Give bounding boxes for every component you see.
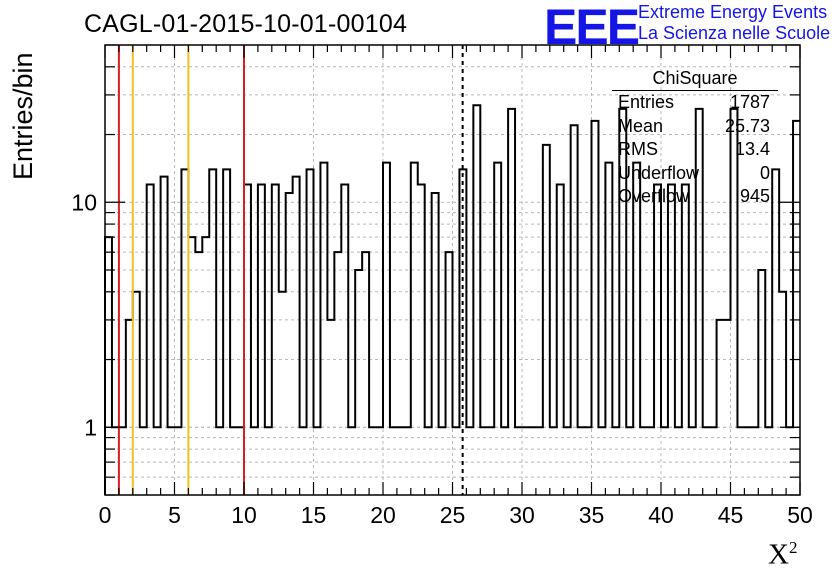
x-tick-label: 15 (301, 502, 327, 528)
x-tick-label: 40 (648, 502, 674, 528)
chart-title: CAGL-01-2015-10-01-00104 (84, 10, 408, 38)
histogram-bin (195, 252, 202, 495)
stats-box: ChiSquare Entries 1787 Mean 25.73 RMS 13.4 … (612, 68, 778, 209)
stats-value: 1787 (729, 92, 770, 112)
histogram-bin (147, 184, 154, 495)
x-tick-label: 0 (99, 502, 112, 528)
histogram-bin (202, 237, 209, 495)
stats-row-mean: Mean 25.73 (612, 115, 778, 139)
stats-value: 25.73 (724, 115, 770, 136)
stats-key: Mean (618, 115, 664, 136)
histogram-bin (244, 184, 251, 495)
stats-key: Overflow (618, 186, 690, 206)
histogram-bin (592, 121, 599, 495)
stats-row-underflow: Underflow 0 (612, 162, 778, 186)
histogram-bin (793, 121, 800, 495)
stats-title: ChiSquare (612, 68, 778, 91)
x-tick-label: 45 (718, 502, 744, 528)
histogram-bin (432, 193, 439, 495)
histogram-bin (557, 184, 564, 495)
x-tick-label: 5 (168, 502, 181, 528)
stats-key: RMS (618, 139, 658, 159)
stats-row-entries: Entries 1787 (612, 91, 778, 115)
x-tick-label: 25 (440, 502, 466, 528)
logo-subtitle-2: La Scienza nelle Scuole (638, 23, 831, 43)
histogram-bin (341, 184, 348, 495)
histogram-bin (105, 237, 112, 495)
histogram-bin (209, 169, 216, 495)
histogram-bin (446, 252, 453, 495)
x-axis-label-superscript: 2 (788, 538, 798, 557)
histogram-bin (724, 320, 731, 495)
histogram-bin (133, 292, 140, 495)
stats-key: Entries (618, 92, 675, 112)
histogram-bin (286, 193, 293, 495)
logo-subtitle-1: Extreme Energy Events (638, 2, 828, 22)
histogram-bin (223, 169, 230, 495)
stats-value: 945 (739, 186, 770, 206)
histogram-bin (272, 184, 279, 495)
stats-row-overflow: Overflow 945 (612, 185, 778, 209)
histogram-bin (779, 292, 786, 495)
histogram-bin (327, 320, 334, 495)
histogram-bin (772, 169, 779, 495)
x-tick-label: 30 (509, 502, 535, 528)
x-tick-label: 35 (579, 502, 605, 528)
histogram-bin (473, 105, 480, 495)
x-axis-label-text: X (768, 538, 789, 571)
histogram-bin (355, 270, 362, 495)
histogram-outline (104, 104, 800, 495)
stats-row-rms: RMS 13.4 (612, 138, 778, 162)
x-tick-label: 50 (787, 502, 813, 528)
histogram-bin (334, 252, 341, 495)
stats-key: Underflow (618, 162, 700, 183)
histogram-bin (362, 252, 369, 495)
x-tick-label: 20 (370, 502, 396, 528)
histogram-bin (668, 184, 675, 495)
histogram-bin (654, 184, 661, 495)
stats-value: 13.4 (734, 139, 770, 159)
histogram-bin (717, 320, 724, 495)
histogram-bin (307, 169, 314, 495)
y-tick-label: 1 (84, 414, 97, 440)
y-tick-label: 10 (71, 189, 97, 215)
histogram-bin (258, 184, 265, 495)
histogram-bin (758, 270, 765, 495)
histogram-bin (682, 184, 689, 495)
x-tick-label: 10 (231, 502, 257, 528)
x-axis-label: X2 (768, 538, 797, 572)
stats-value: 0 (759, 162, 770, 183)
histogram-bin (571, 125, 578, 495)
histogram-bin (418, 184, 425, 495)
histogram-bin (181, 169, 188, 495)
histogram-bin (188, 237, 195, 495)
histogram-bin (279, 292, 286, 495)
histogram-bin (126, 320, 133, 495)
